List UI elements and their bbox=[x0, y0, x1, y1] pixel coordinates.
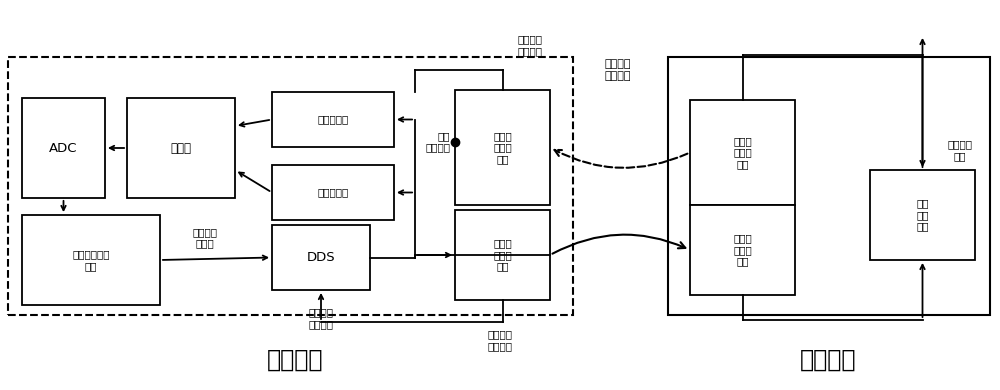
Text: 时钟
净化
模块: 时钟 净化 模块 bbox=[916, 199, 929, 232]
Text: 第一滤波器: 第一滤波器 bbox=[317, 115, 349, 124]
Bar bbox=[690, 100, 795, 205]
Bar bbox=[22, 215, 160, 305]
Bar bbox=[22, 98, 105, 198]
Text: 远程光
纤接收
模块: 远程光 纤接收 模块 bbox=[733, 233, 752, 267]
Text: 本地
参考时钟: 本地 参考时钟 bbox=[425, 131, 450, 152]
Bar bbox=[8, 57, 573, 315]
Text: 数字信号处理
单元: 数字信号处理 单元 bbox=[72, 249, 110, 271]
Bar bbox=[127, 98, 235, 198]
Text: 相位补偿
控制量: 相位补偿 控制量 bbox=[192, 227, 218, 248]
Text: 远程节点: 远程节点 bbox=[800, 348, 856, 372]
Text: 本地节点: 本地节点 bbox=[267, 348, 323, 372]
Bar bbox=[668, 57, 990, 315]
Text: 光纤串行
数据传输: 光纤串行 数据传输 bbox=[605, 59, 631, 81]
Text: 本地锁相
控制模块: 本地锁相 控制模块 bbox=[308, 307, 334, 329]
Text: 本地光
纤发送
模块: 本地光 纤发送 模块 bbox=[493, 238, 512, 271]
Bar bbox=[272, 225, 370, 290]
Text: 鉴相器: 鉴相器 bbox=[170, 142, 192, 154]
Text: 第二滤波器: 第二滤波器 bbox=[317, 188, 349, 197]
Text: 远程光
纤发送
模块: 远程光 纤发送 模块 bbox=[733, 136, 752, 169]
Text: 本地光
纤接收
模块: 本地光 纤接收 模块 bbox=[493, 131, 512, 164]
Text: 本地光纤
发送时钟: 本地光纤 发送时钟 bbox=[488, 329, 512, 351]
Text: DDS: DDS bbox=[307, 251, 335, 264]
Bar bbox=[455, 210, 550, 300]
Text: 远程同步
时钟: 远程同步 时钟 bbox=[948, 139, 972, 161]
Text: ADC: ADC bbox=[49, 142, 78, 154]
Bar bbox=[455, 90, 550, 205]
Bar bbox=[870, 170, 975, 260]
Text: 本地光纤
接收时钟: 本地光纤 接收时钟 bbox=[518, 34, 542, 56]
Bar bbox=[272, 165, 394, 220]
Bar bbox=[272, 92, 394, 147]
Bar bbox=[690, 205, 795, 295]
